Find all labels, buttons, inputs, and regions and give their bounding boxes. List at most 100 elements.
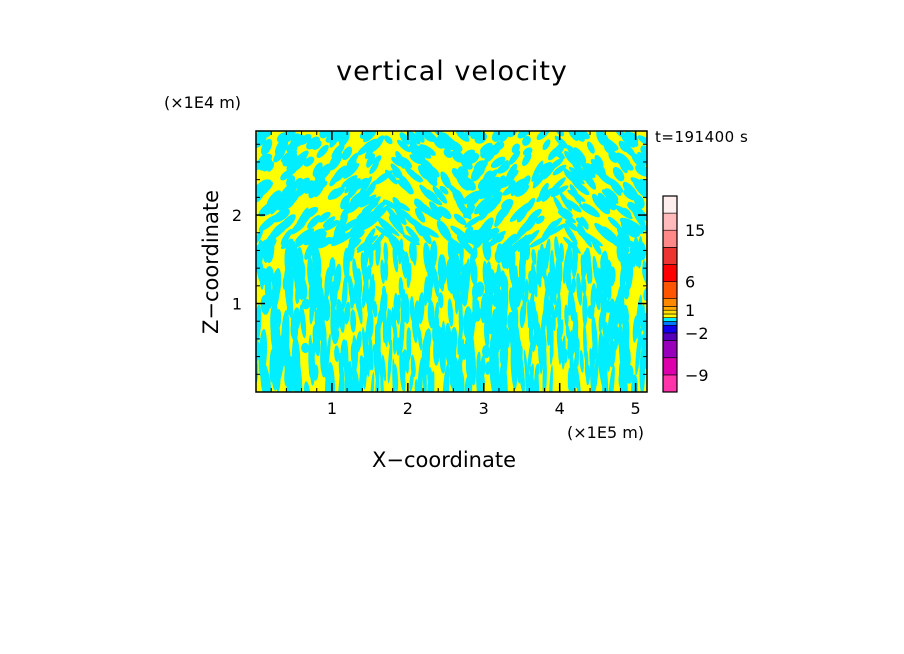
negative-velocity-patch bbox=[258, 214, 279, 232]
negative-velocity-patch bbox=[313, 168, 331, 185]
negative-velocity-patch bbox=[559, 319, 564, 339]
colorbar-segment bbox=[662, 281, 678, 300]
negative-velocity-patch bbox=[521, 293, 527, 326]
negative-velocity-patch bbox=[330, 304, 336, 341]
negative-velocity-patch bbox=[570, 365, 575, 392]
negative-velocity-patch bbox=[475, 281, 485, 297]
negative-velocity-patch bbox=[286, 155, 301, 176]
negative-velocity-patch bbox=[331, 143, 345, 159]
x-tick-label: 2 bbox=[403, 399, 413, 418]
negative-velocity-patch bbox=[473, 228, 487, 249]
negative-velocity-patch bbox=[294, 177, 304, 188]
negative-velocity-patch bbox=[527, 340, 533, 373]
negative-velocity-patch bbox=[419, 184, 433, 201]
negative-velocity-patch bbox=[438, 292, 444, 309]
negative-velocity-patch bbox=[601, 189, 619, 204]
negative-velocity-patch bbox=[544, 274, 549, 292]
negative-velocity-patch bbox=[573, 147, 587, 164]
negative-velocity-patch bbox=[256, 258, 265, 284]
negative-velocity-patch bbox=[587, 305, 593, 319]
negative-velocity-patch bbox=[619, 160, 628, 174]
negative-velocity-patch bbox=[414, 198, 427, 212]
negative-velocity-patch bbox=[609, 178, 622, 196]
negative-velocity-patch bbox=[401, 376, 406, 392]
negative-velocity-patch bbox=[616, 285, 625, 327]
x-tick-label: 4 bbox=[555, 399, 565, 418]
negative-velocity-patch bbox=[359, 218, 379, 232]
negative-velocity-patch bbox=[592, 159, 607, 177]
y-tick-label: 2 bbox=[232, 206, 242, 225]
negative-velocity-patch bbox=[507, 131, 517, 138]
negative-velocity-patch bbox=[304, 236, 320, 260]
negative-velocity-patch bbox=[340, 339, 347, 368]
negative-velocity-patch bbox=[344, 301, 351, 325]
negative-velocity-patch bbox=[443, 148, 453, 158]
negative-velocity-patch bbox=[474, 196, 492, 215]
negative-velocity-patch bbox=[437, 136, 448, 150]
negative-velocity-patch bbox=[405, 225, 420, 242]
negative-velocity-patch bbox=[344, 262, 350, 283]
negative-velocity-patch bbox=[423, 168, 438, 187]
colorbar-segment bbox=[662, 321, 678, 326]
negative-velocity-patch bbox=[480, 355, 486, 376]
negative-velocity-patch bbox=[327, 269, 333, 291]
negative-velocity-patch bbox=[578, 159, 594, 174]
negative-velocity-patch bbox=[390, 163, 403, 177]
negative-velocity-patch bbox=[538, 340, 543, 369]
negative-velocity-patch bbox=[489, 348, 497, 392]
negative-velocity-patch bbox=[286, 238, 293, 271]
negative-velocity-patch bbox=[597, 200, 611, 215]
negative-velocity-patch bbox=[463, 204, 476, 219]
negative-velocity-patch bbox=[308, 284, 314, 306]
negative-velocity-patch bbox=[536, 190, 550, 203]
negative-velocity-patch bbox=[534, 363, 540, 378]
negative-velocity-patch bbox=[441, 132, 453, 148]
negative-velocity-patch bbox=[356, 239, 374, 251]
negative-velocity-patch bbox=[422, 358, 427, 392]
negative-velocity-patch bbox=[380, 259, 386, 284]
negative-velocity-patch bbox=[427, 378, 431, 392]
negative-velocity-patch bbox=[447, 298, 454, 327]
colorbar-segment bbox=[662, 264, 678, 282]
negative-velocity-patch bbox=[440, 320, 446, 367]
negative-velocity-patch bbox=[487, 230, 506, 248]
negative-velocity-patch bbox=[542, 139, 551, 151]
negative-velocity-patch bbox=[464, 306, 473, 334]
negative-velocity-patch bbox=[529, 235, 550, 248]
negative-velocity-patch bbox=[615, 205, 633, 220]
negative-velocity-patch bbox=[363, 131, 377, 143]
negative-velocity-patch bbox=[306, 136, 320, 150]
negative-velocity-patch bbox=[381, 298, 386, 317]
negative-velocity-patch bbox=[534, 311, 539, 336]
colorbar-segment bbox=[662, 229, 678, 248]
negative-velocity-patch bbox=[478, 209, 489, 221]
negative-velocity-patch bbox=[296, 260, 306, 287]
negative-velocity-patch bbox=[323, 220, 339, 231]
x-tick-label: 5 bbox=[631, 399, 641, 418]
negative-velocity-patch bbox=[406, 262, 412, 288]
negative-velocity-patch bbox=[386, 230, 401, 258]
y-tick-label: 1 bbox=[232, 295, 242, 314]
negative-velocity-patch bbox=[449, 247, 457, 272]
negative-velocity-patch bbox=[502, 183, 520, 196]
negative-velocity-patch bbox=[290, 320, 299, 341]
negative-velocity-patch bbox=[520, 175, 531, 189]
negative-velocity-patch bbox=[627, 203, 644, 216]
negative-velocity-patch bbox=[557, 291, 562, 333]
negative-velocity-patch bbox=[586, 141, 595, 154]
negative-velocity-patch bbox=[261, 138, 273, 156]
negative-velocity-patch bbox=[519, 355, 525, 392]
negative-velocity-patch bbox=[540, 304, 547, 339]
negative-velocity-patch bbox=[596, 276, 603, 304]
negative-velocity-patch bbox=[256, 304, 262, 344]
colorbar-frame bbox=[662, 195, 678, 393]
negative-velocity-patch bbox=[378, 347, 384, 392]
negative-velocity-patch bbox=[563, 236, 581, 254]
negative-velocity-patch bbox=[399, 132, 411, 145]
negative-velocity-patch bbox=[286, 175, 296, 187]
negative-velocity-patch bbox=[354, 370, 360, 392]
colorbar-segment bbox=[662, 324, 678, 334]
negative-velocity-patch bbox=[540, 243, 545, 266]
negative-velocity-patch bbox=[369, 161, 379, 175]
negative-velocity-patch bbox=[401, 253, 408, 279]
